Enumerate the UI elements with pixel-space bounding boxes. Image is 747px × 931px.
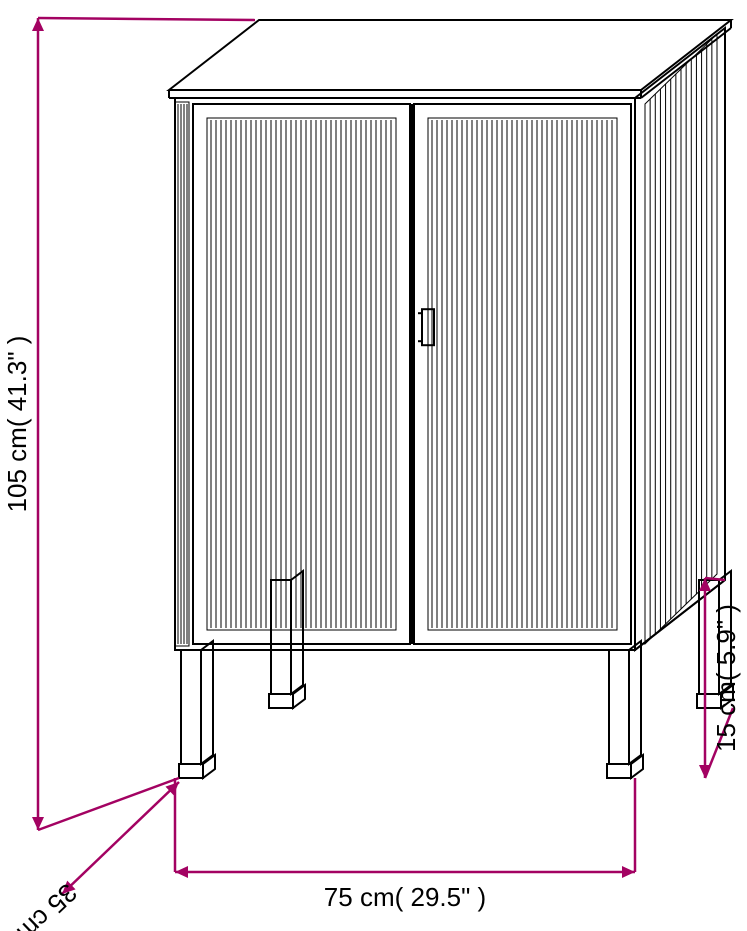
dim-height-label: 105 cm( 41.3" ) — [2, 336, 32, 513]
dim-leg-label: 15 cm( 5.9" ) — [711, 604, 741, 752]
dim-depth-label: 35 cm( 13.8" ) — [0, 878, 83, 931]
cabinet-dimension-drawing: 105 cm( 41.3" ) 35 cm( 13.8" ) 75 cm( 29.5… — [0, 0, 747, 931]
dim-width-label: 75 cm( 29.5" ) — [324, 882, 486, 912]
